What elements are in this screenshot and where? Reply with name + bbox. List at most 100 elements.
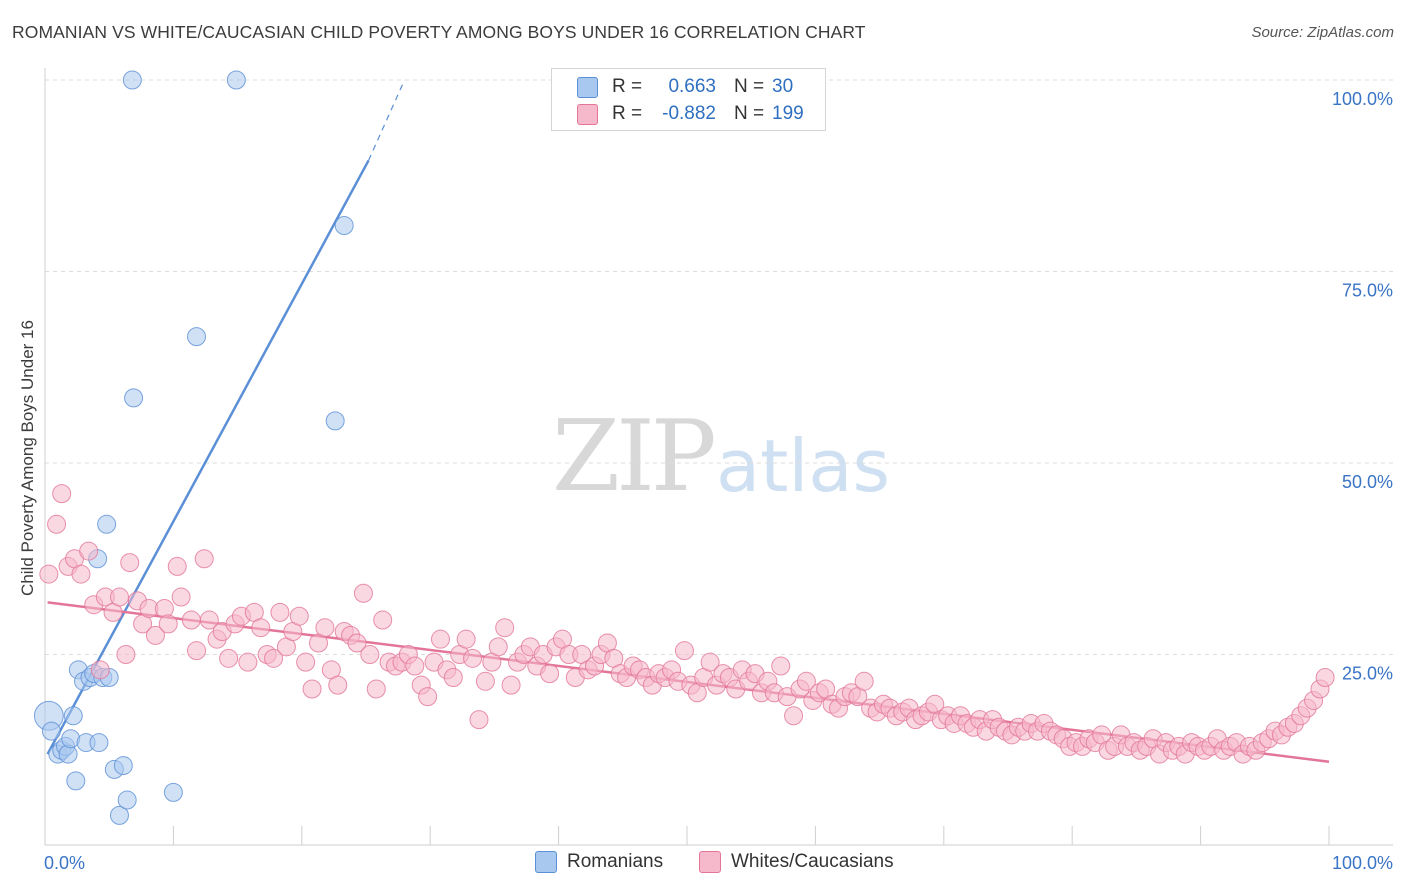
white-point — [328, 675, 348, 695]
tick-labels: 25.0% 50.0% 75.0% 100.0% 0.0% 100.0% — [44, 89, 1393, 873]
chart-title: ROMANIAN VS WHITE/CAUCASIAN CHILD POVERT… — [12, 22, 866, 42]
legend-r-value: 0.663 — [668, 76, 716, 97]
white-point — [784, 706, 804, 726]
white-point — [302, 679, 322, 699]
axes — [44, 68, 1393, 846]
legend-n-value: 199 — [772, 103, 804, 124]
romanian-point — [66, 771, 86, 791]
romanian-point — [124, 388, 144, 408]
correlation-legend: R = 0.663 N = 30 R = -0.882 N = 199 — [551, 68, 826, 131]
white-point — [495, 618, 515, 638]
y-tick-label: 75.0% — [1342, 281, 1393, 301]
white-point — [199, 610, 219, 630]
legend-n-label: N = — [734, 103, 765, 124]
romanian-point — [63, 706, 83, 726]
romanian-trend-line — [46, 159, 370, 755]
white-point — [187, 641, 207, 661]
white-point — [52, 484, 72, 504]
romanian-point — [117, 790, 137, 810]
white-point — [1315, 667, 1335, 687]
white-point — [796, 671, 816, 691]
series-legend-whites: Whites/Caucasians — [699, 851, 894, 873]
white-point — [501, 675, 521, 695]
white-point — [347, 633, 367, 653]
x-tick-label-min: 0.0% — [44, 853, 85, 873]
legend-r-label: R = — [612, 103, 643, 124]
watermark-zip: ZIP — [552, 400, 717, 514]
legend-row-romanians: R = 0.663 N = 30 — [577, 75, 793, 99]
y-axis-label: Child Poverty Among Boys Under 16 — [18, 320, 37, 596]
legend-row-whites: R = -0.882 N = 199 — [577, 102, 804, 126]
white-point — [79, 541, 99, 561]
series-label-whites: Whites/Caucasians — [731, 851, 894, 872]
white-point — [238, 652, 258, 672]
white-point — [854, 671, 874, 691]
white-point — [90, 660, 110, 680]
white-point — [264, 648, 284, 668]
x-tick-label-max: 100.0% — [1332, 853, 1393, 873]
series-swatch-romanians — [535, 851, 557, 873]
romanian-point — [187, 327, 207, 347]
white-point — [219, 648, 239, 668]
series-legend: Romanians Whites/Caucasians — [0, 851, 1406, 877]
white-point — [171, 587, 191, 607]
legend-r-value: -0.882 — [662, 103, 716, 124]
white-point — [353, 583, 373, 603]
data-points — [33, 70, 1335, 825]
legend-swatch-romanians — [577, 76, 598, 98]
white-point — [443, 667, 463, 687]
white-point — [71, 564, 91, 584]
white-point — [296, 652, 316, 672]
white-point — [456, 629, 476, 649]
white-point — [145, 625, 165, 645]
white-point — [251, 618, 271, 638]
white-point — [39, 564, 59, 584]
romanian-point — [163, 782, 183, 802]
romanian-point — [226, 70, 246, 90]
white-point — [469, 710, 489, 730]
romanian-point — [334, 216, 354, 236]
white-point — [488, 637, 508, 657]
white-point — [674, 641, 694, 661]
y-tick-label: 100.0% — [1332, 89, 1393, 109]
white-point — [109, 587, 129, 607]
romanian-point — [89, 733, 109, 753]
white-point — [463, 648, 483, 668]
y-tick-label: 50.0% — [1342, 472, 1393, 492]
romanian-trend-extension — [368, 79, 406, 161]
white-point — [771, 656, 791, 676]
series-legend-romanians: Romanians — [535, 851, 663, 873]
white-point — [373, 610, 393, 630]
white-point — [181, 610, 201, 630]
white-point — [120, 553, 140, 573]
white-point — [270, 602, 290, 622]
romanian-point — [113, 756, 133, 776]
watermark-atlas: atlas — [716, 424, 890, 508]
series-swatch-whites — [699, 851, 721, 873]
white-point — [475, 671, 495, 691]
gridlines — [45, 79, 1393, 655]
series-label-romanians: Romanians — [567, 851, 664, 872]
romanian-point — [325, 411, 345, 431]
romanian-point — [97, 514, 117, 534]
white-point — [430, 629, 450, 649]
romanian-point — [109, 805, 129, 825]
white-point — [366, 679, 386, 699]
white-point — [360, 645, 380, 664]
legend-n-value: 30 — [772, 76, 794, 97]
white-point — [158, 614, 178, 634]
white-point — [540, 664, 560, 684]
legend-n-label: N = — [734, 76, 765, 97]
legend-swatch-whites — [577, 103, 598, 125]
white-point — [405, 656, 425, 676]
white-point — [47, 514, 67, 534]
white-point — [116, 645, 136, 664]
romanian-point — [41, 721, 61, 741]
chart-source: Source: ZipAtlas.com — [1251, 24, 1394, 41]
white-point — [194, 549, 214, 569]
white-point — [315, 618, 335, 638]
white-point — [418, 687, 438, 707]
romanian-point — [122, 70, 142, 90]
y-tick-label: 25.0% — [1342, 664, 1393, 684]
